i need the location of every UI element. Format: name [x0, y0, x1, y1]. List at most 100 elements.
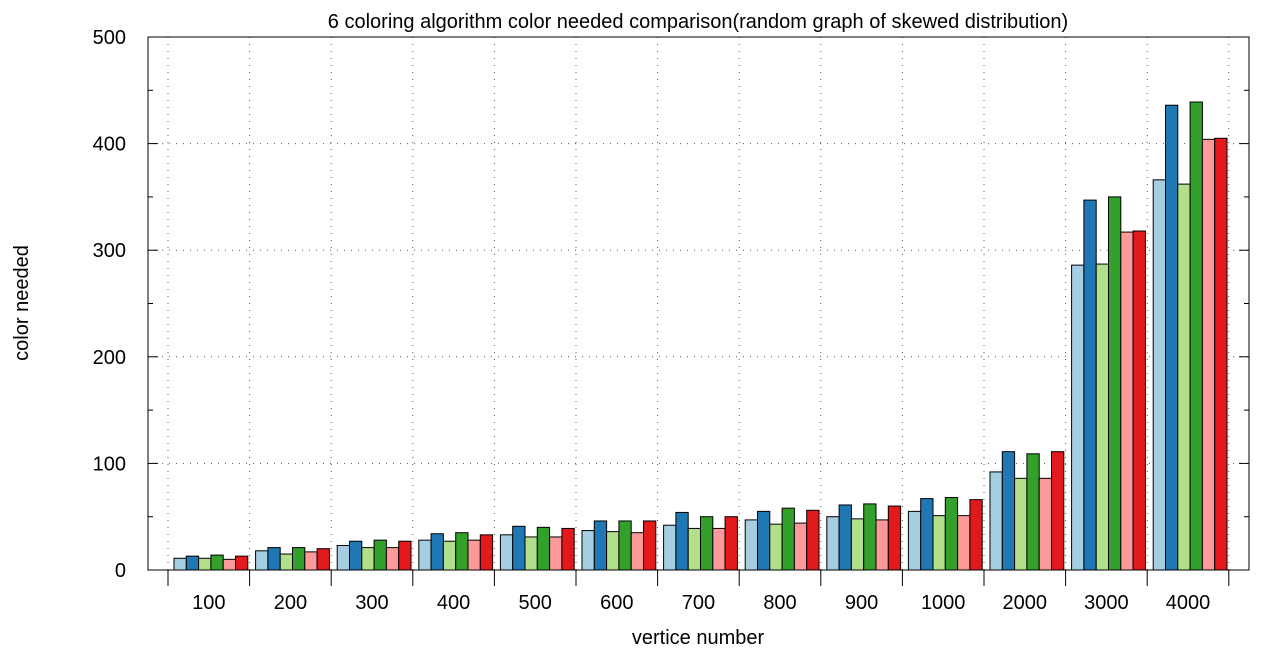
bar-series-3-400: [442, 540, 457, 571]
bar-series-4-400: [455, 532, 469, 571]
tick-labels: 0 100 200 300 400 500 100 200 300 400 500 600 700 800…: [93, 27, 1211, 614]
bar-series-1-1000: [907, 510, 922, 571]
bar-series-1-500: [499, 534, 514, 571]
bar-series-1-600: [581, 530, 595, 571]
bar-series-6-300: [398, 540, 412, 571]
x-tick-label: 300: [355, 592, 388, 614]
x-tick-label: 900: [845, 592, 878, 614]
bar-series-3-1000: [932, 515, 946, 571]
chart-title: 6 coloring algorithm color needed compar…: [328, 11, 1068, 33]
bar-series-2-700: [675, 511, 689, 571]
bar-series-3-2000: [1014, 477, 1028, 571]
bar-series-1-100: [173, 557, 187, 571]
x-tick-label: 1000: [921, 592, 966, 614]
y-tick-label: 200: [93, 347, 126, 369]
x-axis-label: vertice number: [632, 627, 765, 649]
bar-series-3-600: [606, 531, 620, 571]
bar-series-3-800: [769, 523, 783, 571]
bar-series-2-100: [185, 555, 200, 571]
bar-series-2-300: [349, 540, 363, 571]
plot-frame: [147, 36, 1250, 571]
x-tick-label: 400: [437, 592, 470, 614]
bars: [173, 101, 1228, 571]
bar-series-6-4000: [1214, 137, 1228, 571]
bar-series-3-900: [850, 518, 865, 571]
bar-series-6-3000: [1132, 230, 1146, 571]
y-tick-label: 500: [93, 27, 126, 49]
bar-series-6-200: [316, 548, 330, 571]
bar-series-4-2000: [1026, 453, 1040, 571]
grid-lines: [148, 37, 1249, 570]
bar-series-3-700: [687, 527, 702, 571]
bar-series-5-3000: [1120, 231, 1134, 571]
x-tick-label: 2000: [1003, 592, 1048, 614]
bar-series-6-500: [561, 527, 575, 571]
bar-series-4-800: [781, 507, 795, 571]
bar-series-1-3000: [1071, 264, 1085, 571]
bar-series-6-2000: [1051, 451, 1065, 571]
bar-series-3-4000: [1177, 183, 1191, 571]
bar-series-5-400: [467, 539, 481, 571]
bar-series-2-4000: [1165, 104, 1179, 571]
x-tick-label: 4000: [1166, 592, 1211, 614]
bar-series-2-800: [757, 510, 771, 571]
bar-series-4-500: [536, 526, 551, 571]
bar-series-4-1000: [944, 497, 959, 571]
x-tick-label: 200: [274, 592, 307, 614]
bar-series-2-400: [430, 533, 444, 571]
bar-series-3-500: [524, 536, 538, 571]
y-tick-label: 400: [93, 134, 126, 156]
y-tick-label: 100: [93, 453, 126, 475]
bar-series-4-200: [292, 547, 306, 571]
bar-series-5-100: [222, 558, 236, 571]
bar-series-6-800: [806, 509, 820, 571]
bar-series-2-500: [512, 525, 526, 571]
bar-series-2-1000: [920, 498, 934, 571]
x-tick-label: 3000: [1084, 592, 1129, 614]
bar-series-6-900: [887, 505, 902, 571]
bar-series-3-300: [361, 547, 375, 571]
y-tick-label: 0: [115, 560, 126, 582]
bar-series-2-600: [593, 520, 608, 571]
bar-series-4-100: [210, 554, 224, 571]
bar-series-3-200: [279, 553, 294, 571]
bar-series-4-300: [373, 539, 387, 571]
bar-series-4-600: [618, 520, 632, 571]
bar-series-5-700: [712, 527, 726, 571]
bar-series-1-300: [336, 544, 351, 571]
y-axis-label: color needed: [11, 245, 33, 361]
x-tick-label: 600: [600, 592, 633, 614]
bar-series-5-200: [304, 551, 318, 571]
bar-series-4-900: [863, 503, 877, 571]
bar-series-2-2000: [1001, 451, 1016, 571]
bar-series-5-900: [875, 519, 889, 571]
bar-series-5-1000: [957, 515, 971, 571]
bar-series-3-100: [198, 557, 212, 571]
x-tick-label: 500: [519, 592, 552, 614]
bar-series-5-600: [630, 532, 645, 571]
bar-series-6-400: [479, 534, 494, 571]
bar-series-1-4000: [1152, 179, 1166, 571]
bar-series-5-2000: [1038, 477, 1052, 571]
bar-series-2-200: [267, 547, 281, 571]
bar-series-1-700: [663, 524, 677, 571]
bar-series-1-800: [744, 519, 759, 571]
bar-series-4-3000: [1108, 196, 1122, 571]
bar-series-1-2000: [989, 471, 1003, 571]
bar-series-2-3000: [1083, 199, 1097, 571]
x-tick-label: 700: [682, 592, 715, 614]
bar-series-4-4000: [1189, 101, 1203, 571]
bar-series-6-1000: [969, 499, 983, 571]
bar-series-6-600: [643, 520, 657, 571]
axis-ticks: [148, 36, 1249, 586]
bar-series-1-900: [826, 516, 840, 571]
x-tick-label: 100: [192, 592, 225, 614]
bar-series-4-700: [700, 516, 714, 571]
x-tick-label: 800: [763, 592, 796, 614]
bar-series-5-4000: [1201, 138, 1216, 571]
bar-series-3-3000: [1095, 263, 1109, 571]
bar-series-2-900: [838, 504, 852, 571]
bar-series-5-300: [385, 547, 400, 571]
bar-series-5-500: [549, 536, 563, 571]
